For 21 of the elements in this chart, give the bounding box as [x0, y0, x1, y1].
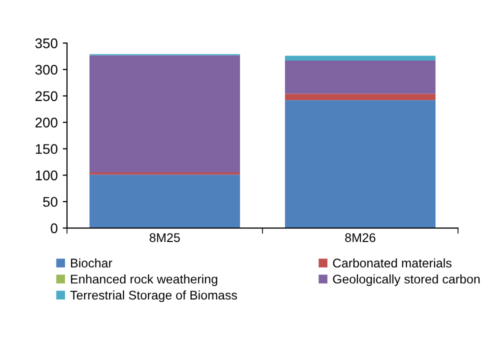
bar [89, 174, 240, 228]
x-tick-label: 8M26 [345, 233, 376, 242]
bar [284, 60, 436, 94]
legend-label: Carbonated materials [333, 258, 452, 268]
y-tick-label: 50 [43, 196, 58, 207]
bar [284, 100, 436, 228]
y-tick-label: 200 [36, 118, 58, 128]
bar [89, 55, 240, 173]
y-tick-label: 100 [36, 170, 58, 180]
bar [284, 56, 436, 61]
y-tick-label: 250 [36, 91, 58, 102]
y-tick-label: 300 [35, 64, 58, 75]
legend-label: Biochar [71, 258, 112, 268]
bar [284, 94, 436, 100]
x-tick-label: 8M25 [150, 233, 180, 242]
legend-label: Geologically stored carbon [333, 274, 480, 286]
y-tick-label: 0 [50, 223, 58, 234]
legend-label: Terrestrial Storage of Biomass [70, 290, 237, 302]
y-tick-label: 150 [36, 144, 58, 154]
y-tick-label: 350 [35, 38, 58, 48]
legend-label: Enhanced rock weathering [71, 274, 218, 286]
